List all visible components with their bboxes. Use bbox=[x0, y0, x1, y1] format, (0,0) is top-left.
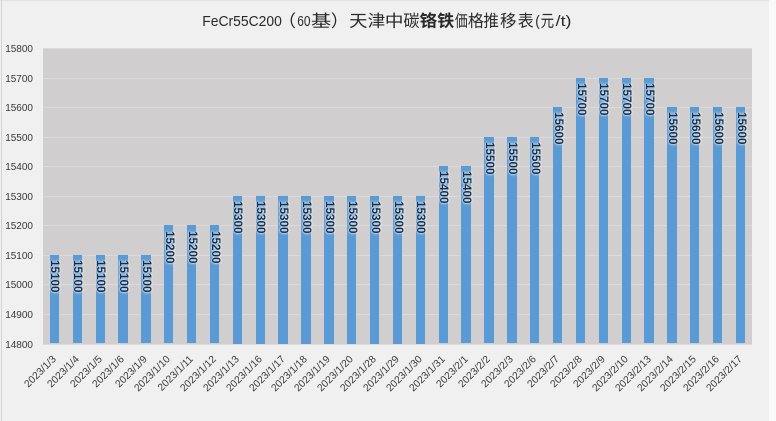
svg-text:FeCr55C200: FeCr55C200 bbox=[202, 13, 281, 30]
svg-text:/t): /t) bbox=[556, 13, 572, 30]
svg-text:60: 60 bbox=[297, 13, 310, 30]
svg-text:(: ( bbox=[535, 13, 540, 30]
